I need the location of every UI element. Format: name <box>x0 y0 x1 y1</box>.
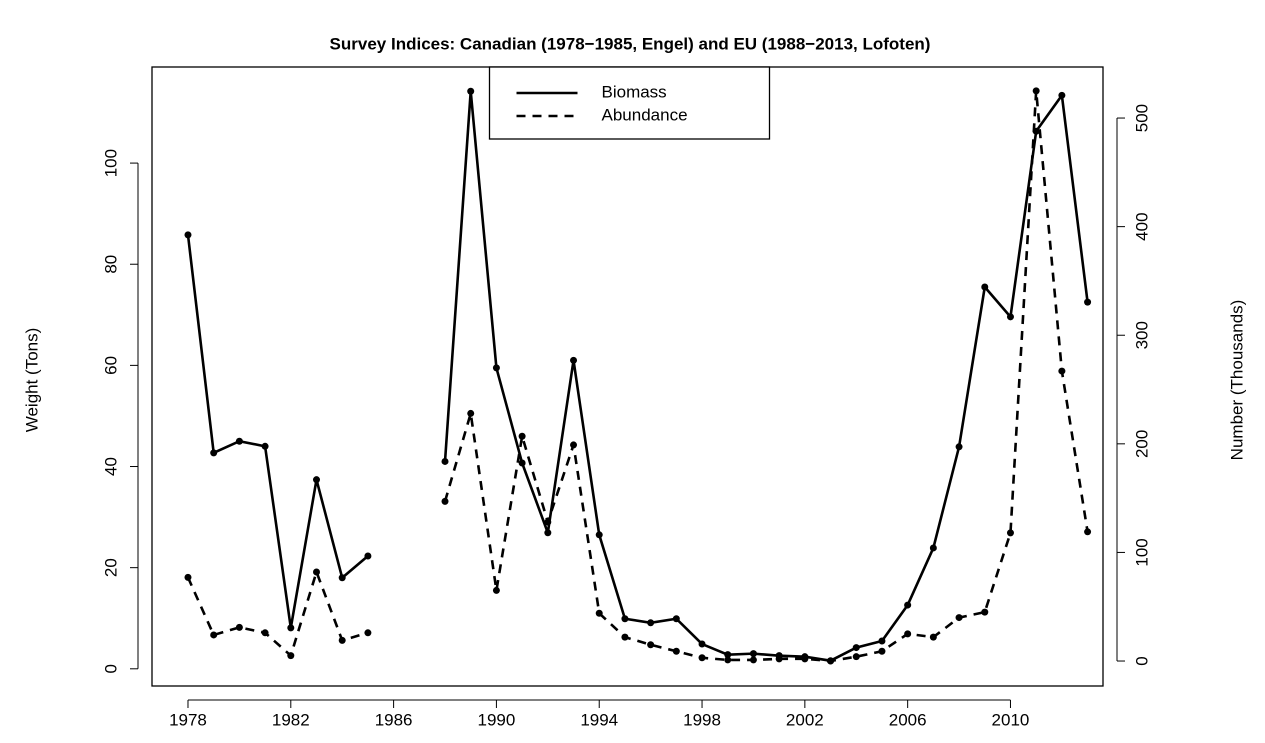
data-point <box>981 608 989 616</box>
data-point <box>441 497 449 505</box>
data-point <box>544 529 552 537</box>
data-point <box>467 409 475 417</box>
y-tick-label: 40 <box>101 457 120 476</box>
y-tick-label: 0 <box>101 664 120 673</box>
data-point <box>261 442 269 450</box>
x-tick-label: 1994 <box>580 710 618 729</box>
chart-title: Survey Indices: Canadian (1978−1985, Eng… <box>330 34 931 53</box>
y-axis-label: Weight (Tons) <box>22 328 41 433</box>
data-point <box>1006 529 1014 537</box>
y2-tick-label: 100 <box>1132 538 1151 566</box>
y2-tick-label: 400 <box>1132 212 1151 240</box>
data-point <box>287 624 295 632</box>
data-point <box>364 629 372 637</box>
data-point <box>570 441 578 449</box>
x-tick-label: 2002 <box>786 710 824 729</box>
data-point <box>929 633 937 641</box>
data-point <box>775 655 783 663</box>
data-point <box>1006 313 1014 321</box>
data-point <box>1084 528 1092 536</box>
data-point <box>210 631 218 639</box>
data-point <box>672 647 680 655</box>
series-line <box>186 91 1089 663</box>
x-tick-label: 1986 <box>375 710 413 729</box>
data-point <box>544 518 552 526</box>
data-point <box>724 651 732 659</box>
x-tick-label: 1978 <box>169 710 207 729</box>
plot-frame <box>151 66 1104 687</box>
data-point <box>904 601 912 609</box>
x-tick-label: 1998 <box>683 710 721 729</box>
data-point <box>338 636 346 644</box>
data-point <box>184 573 192 581</box>
y-tick-label: 80 <box>101 255 120 274</box>
data-point <box>492 586 500 594</box>
series-line <box>186 90 1089 663</box>
data-point <box>595 609 603 617</box>
data-point <box>287 652 295 660</box>
data-point <box>827 657 835 665</box>
data-point <box>852 653 860 661</box>
y2-tick-label: 200 <box>1132 430 1151 458</box>
y2-tick-label: 500 <box>1132 104 1151 132</box>
y-tick-label: 100 <box>101 149 120 177</box>
x-tick-label: 1990 <box>478 710 516 729</box>
data-point <box>364 552 372 560</box>
data-point <box>929 544 937 552</box>
data-point <box>621 615 629 623</box>
data-point <box>904 630 912 638</box>
data-point <box>698 640 706 648</box>
y2-tick-label: 300 <box>1132 321 1151 349</box>
data-point <box>1058 91 1066 99</box>
data-point <box>312 476 320 484</box>
data-point <box>981 283 989 291</box>
data-point <box>621 633 629 641</box>
data-point <box>492 364 500 372</box>
data-point <box>184 231 192 239</box>
data-point <box>955 614 963 622</box>
data-point <box>235 623 243 631</box>
data-point <box>724 656 732 664</box>
y-tick-label: 20 <box>101 558 120 577</box>
data-point <box>210 449 218 457</box>
data-point <box>595 531 603 539</box>
data-point <box>1084 298 1092 306</box>
data-point <box>441 457 449 465</box>
data-point <box>312 568 320 576</box>
data-point <box>801 655 809 663</box>
data-point <box>518 459 526 467</box>
legend-box <box>488 66 771 140</box>
data-point <box>878 637 886 645</box>
data-point <box>749 650 757 658</box>
legend-label: Biomass <box>602 82 667 101</box>
data-point <box>647 641 655 649</box>
data-point <box>1058 367 1066 375</box>
data-point <box>698 654 706 662</box>
data-point <box>647 619 655 627</box>
data-point <box>852 644 860 652</box>
x-tick-label: 2010 <box>992 710 1030 729</box>
data-point <box>749 656 757 664</box>
legend-label: Abundance <box>602 105 688 124</box>
data-point <box>518 432 526 440</box>
y-tick-label: 60 <box>101 356 120 375</box>
data-point <box>878 647 886 655</box>
data-point <box>467 87 475 95</box>
data-point <box>570 356 578 364</box>
data-point <box>1032 87 1040 95</box>
data-point <box>261 629 269 637</box>
y2-tick-label: 0 <box>1132 656 1151 665</box>
data-point <box>955 443 963 451</box>
data-point <box>235 437 243 445</box>
data-point <box>338 574 346 582</box>
y2-axis-label: Number (Thousands) <box>1227 300 1246 461</box>
data-point <box>672 615 680 623</box>
x-tick-label: 2006 <box>889 710 927 729</box>
x-tick-label: 1982 <box>272 710 310 729</box>
